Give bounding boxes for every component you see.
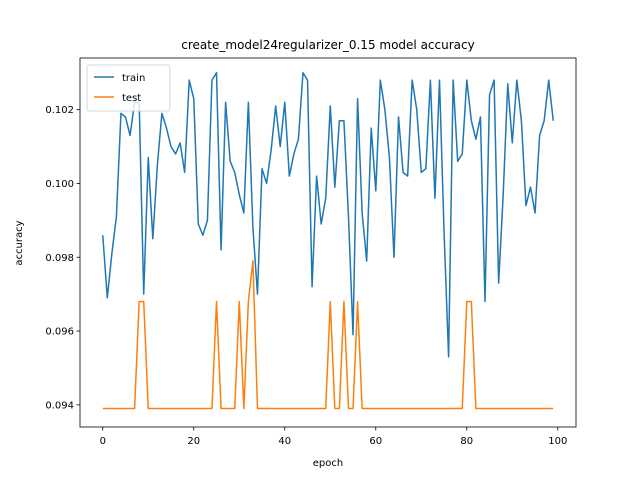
- x-tick-label: 0: [100, 436, 106, 447]
- series-line-test: [102, 260, 554, 410]
- y-axis-label: accuracy: [14, 220, 25, 265]
- chart-title: create_model24regularizer_0.15 model acc…: [181, 38, 474, 52]
- y-tick-label: 0.094: [45, 400, 74, 411]
- legend-box: [86, 64, 171, 112]
- x-tick-label: 40: [278, 436, 291, 447]
- y-tick-label: 0.098: [45, 253, 74, 264]
- x-tick-label: 80: [460, 436, 473, 447]
- series-line-train: [102, 72, 554, 358]
- x-tick-label: 60: [369, 436, 382, 447]
- series-layer: [102, 72, 554, 410]
- legend-label-test: test: [122, 93, 141, 104]
- legend-label-train: train: [122, 73, 145, 84]
- x-tick-label: 100: [548, 436, 567, 447]
- x-axis-label: epoch: [313, 458, 343, 469]
- y-tick-label: 0.102: [45, 105, 74, 116]
- x-tick-label: 20: [187, 436, 200, 447]
- legend: train test: [86, 64, 171, 112]
- plot-frame: [79, 57, 577, 428]
- y-tick-label: 0.100: [45, 179, 74, 190]
- y-tick-label: 0.096: [45, 327, 74, 338]
- x-axis-ticks: 0 20 40 60 80 100: [100, 427, 567, 447]
- y-axis-ticks: 0.094 0.096 0.098 0.100 0.102: [45, 105, 80, 411]
